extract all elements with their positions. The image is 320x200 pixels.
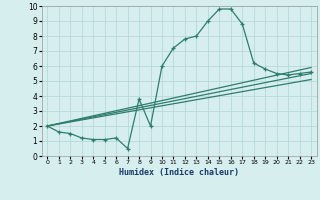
X-axis label: Humidex (Indice chaleur): Humidex (Indice chaleur) [119, 168, 239, 177]
